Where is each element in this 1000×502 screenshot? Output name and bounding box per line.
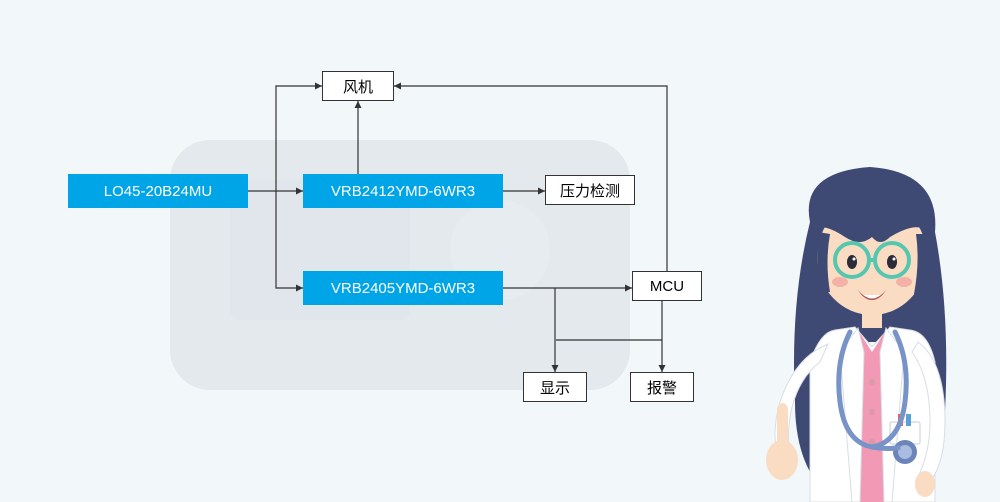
node-mcu: MCU (632, 271, 702, 301)
node-vrb2412: VRB2412YMD-6WR3 (303, 174, 503, 208)
node-fan: 风机 (322, 71, 394, 101)
node-display: 显示 (523, 372, 587, 402)
node-pressure: 压力检测 (545, 175, 635, 205)
node-alarm: 报警 (630, 372, 694, 402)
node-vrb2405: VRB2405YMD-6WR3 (303, 271, 503, 305)
doctor-illustration (740, 152, 1000, 502)
node-lo45: LO45-20B24MU (68, 174, 248, 208)
